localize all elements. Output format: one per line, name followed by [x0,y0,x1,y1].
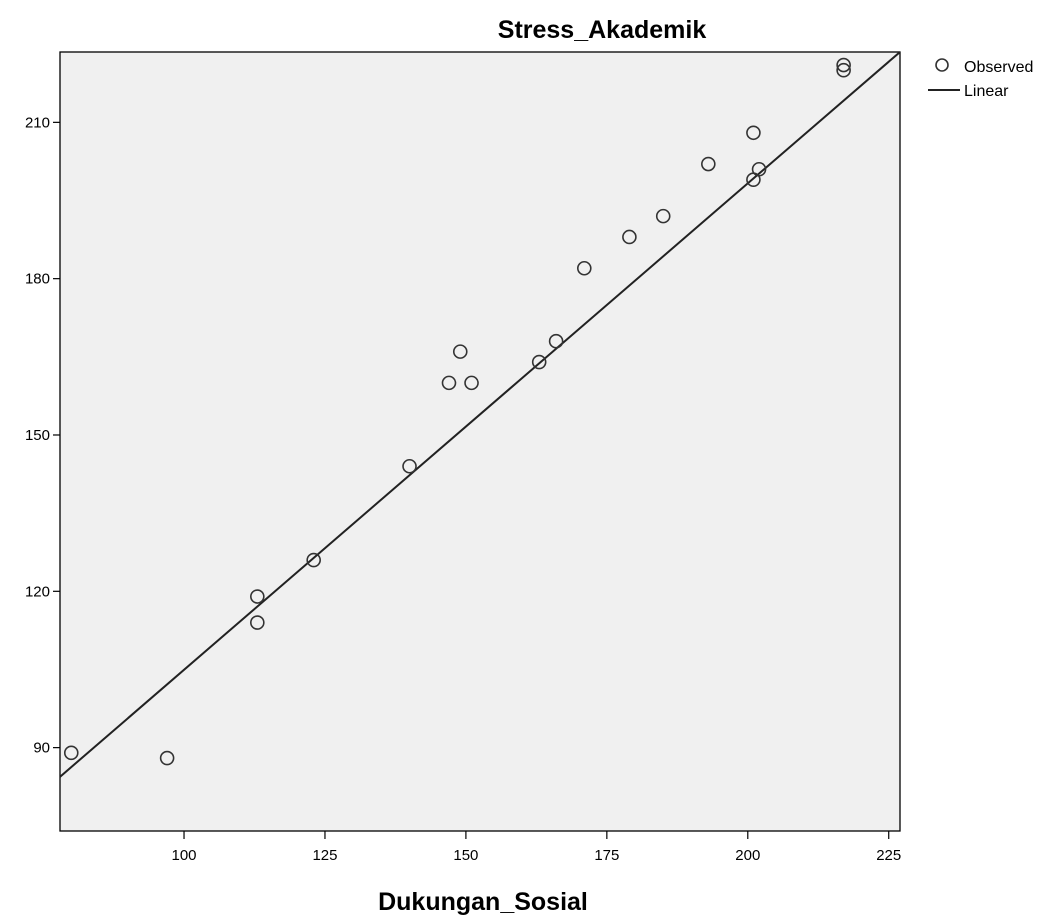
linear-fit-line [60,52,900,778]
observed-point [746,125,761,141]
x-tick-label: 100 [172,847,197,864]
x-tick-label: 225 [876,847,901,864]
y-tick-label: 210 [25,114,50,131]
observed-point [548,333,564,349]
observed-point [63,745,79,761]
observed-point [250,615,265,630]
observed-point [250,589,265,604]
observed-point [159,750,175,766]
legend: Observed Linear [928,58,1033,100]
observed-point [306,552,321,568]
observed-point [576,260,592,276]
observed-point [464,375,479,391]
legend-observed-label: Observed [964,59,1033,76]
observed-point [751,161,767,177]
x-axis: 100 125 150 175 200 225 [172,831,901,864]
observed-point [622,229,637,245]
x-tick-label: 200 [735,847,760,864]
y-axis: 90 120 150 180 210 [25,114,60,757]
x-axis-label: Dukungan_Sosial [378,888,588,916]
observed-point [836,57,851,73]
observed-point [531,354,547,370]
legend-linear-label: Linear [964,83,1009,100]
x-tick-label: 125 [312,847,337,864]
x-tick-label: 175 [594,847,619,864]
observed-point [701,156,716,172]
observed-point [655,208,671,224]
y-tick-label: 90 [33,740,50,757]
plot-area [59,51,901,832]
plot-background [59,51,901,832]
observed-point [452,344,468,359]
legend-observed-marker [935,58,949,72]
observed-point [402,458,417,474]
x-tick-label: 150 [453,847,478,864]
y-tick-label: 150 [25,427,50,444]
y-tick-label: 180 [25,271,50,288]
chart-title: Stress_Akademik [498,16,707,44]
y-tick-label: 120 [25,583,50,600]
observed-point [836,62,851,78]
observed-point [441,375,457,391]
